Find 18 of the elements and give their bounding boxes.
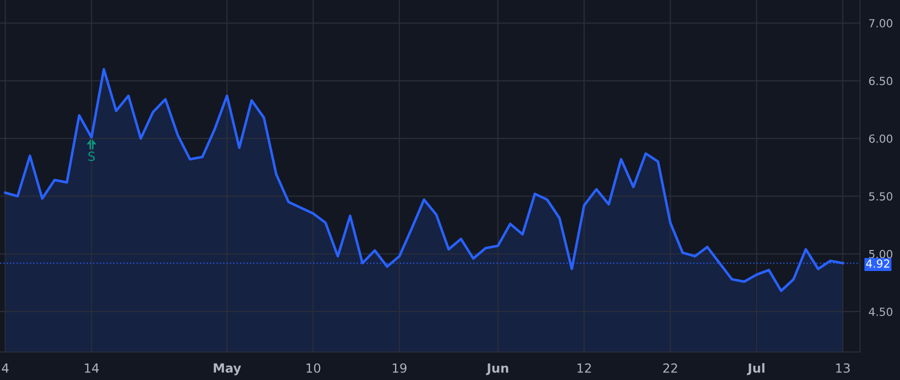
y-tick-label: 6.00: [869, 134, 892, 143]
x-tick-label: 12: [578, 363, 591, 373]
y-tick-label: 7.00: [869, 19, 892, 28]
ref-line-label: 4.92: [866, 259, 890, 268]
y-tick-label: 4.50: [868, 308, 892, 316]
annotation: S: [88, 152, 95, 162]
x-tick-label: 22: [663, 363, 678, 373]
y-tick-label: 6.50: [869, 76, 892, 86]
x-tick-label: Jun: [486, 363, 508, 376]
x-tick-label: 4: [2, 363, 9, 373]
x-tick-label: 19: [392, 363, 406, 373]
x-tick-label: 14: [84, 363, 99, 373]
x-tick-label: Jul: [746, 363, 764, 376]
x-tick-label: 13: [836, 363, 850, 373]
x-tick-label: 10: [306, 363, 320, 373]
y-tick-label: 5.50: [869, 192, 892, 201]
y-tick-label: 5.00: [869, 250, 892, 258]
x-tick-label: May: [214, 363, 242, 376]
